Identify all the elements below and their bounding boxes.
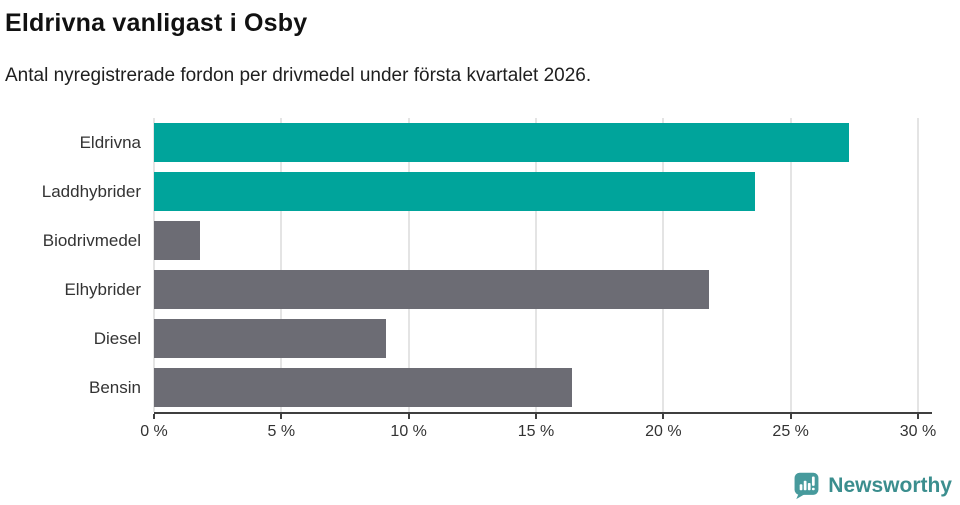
category-label: Biodrivmedel (42, 231, 141, 250)
axis-tick-mark (789, 414, 792, 419)
bar (154, 368, 572, 407)
bar (154, 172, 755, 211)
bar-row (154, 363, 918, 412)
bar-row (154, 216, 918, 265)
gridline (789, 118, 792, 412)
category-label: Elhybrider (64, 280, 141, 299)
chart-subtitle: Antal nyregistrerade fordon per drivmede… (5, 65, 592, 86)
axis-tick-label: 5 % (267, 423, 296, 440)
newsworthy-logo-icon (794, 472, 819, 500)
axis-tick-mark (280, 414, 283, 419)
x-axis-line (154, 412, 932, 414)
plot-area (153, 118, 919, 412)
category-label: Bensin (89, 378, 141, 397)
axis-tick-mark (153, 414, 155, 419)
axis-tick-label: 20 % (645, 423, 682, 440)
axis-tick-label: 25 % (772, 423, 809, 440)
bar (154, 123, 850, 162)
axis-tick-label: 10 % (390, 423, 427, 440)
bar-chart: Eldrivna Laddhybrider Biodrivmedel Elhybrid… (0, 118, 960, 440)
axis-tick-label: 0 % (140, 423, 168, 440)
gridline (407, 118, 410, 412)
bar (154, 319, 386, 358)
bar (154, 270, 710, 309)
gridline (280, 118, 283, 412)
category-label: Diesel (93, 329, 141, 348)
bar-row (154, 167, 918, 216)
bar (154, 221, 200, 260)
plot-wrap: 0 % 5 % 10 % 15 % 20 % 25 % 30 % (140, 118, 946, 440)
bar-row (154, 118, 918, 167)
gridline (153, 118, 155, 412)
bar-row (154, 265, 918, 314)
gridline (535, 118, 537, 412)
axis-tick-mark (407, 414, 410, 419)
axis-tick-mark (917, 414, 919, 419)
gridline (662, 118, 665, 412)
category-label: Laddhybrider (41, 182, 141, 201)
axis-tick-mark (662, 414, 665, 419)
axis-tick-label: 30 % (899, 423, 937, 440)
gridline (917, 118, 919, 412)
axis-tick-label: 15 % (517, 423, 555, 440)
chart-title: Eldrivna vanligast i Osby (5, 9, 308, 37)
newsworthy-brand: Newsworthy (792, 471, 952, 500)
newsworthy-brand-label: Newsworthy (828, 473, 952, 497)
axis-tick-mark (535, 414, 537, 419)
category-labels: Eldrivna Laddhybrider Biodrivmedel Elhybrid… (0, 118, 154, 412)
bar-row (154, 314, 918, 363)
category-label: Eldrivna (79, 133, 141, 152)
